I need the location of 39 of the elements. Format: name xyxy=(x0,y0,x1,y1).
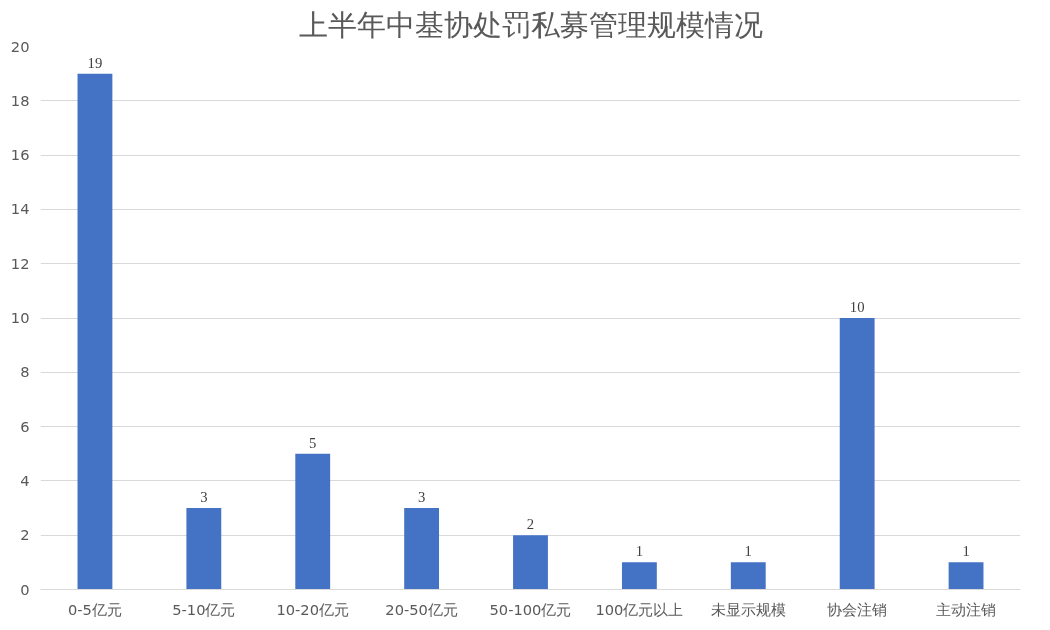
y-tick-label: 0 xyxy=(20,580,30,598)
y-tick-label: 16 xyxy=(10,146,30,164)
chart-title: 上半年中基协处罚私募管理规模情况 xyxy=(298,7,763,42)
bar xyxy=(186,508,222,590)
data-label: 1 xyxy=(962,543,970,560)
y-tick-label: 14 xyxy=(10,200,30,218)
data-label: 1 xyxy=(635,543,644,560)
y-tick-label: 4 xyxy=(20,471,30,489)
data-label: 2 xyxy=(526,516,535,533)
bar xyxy=(948,562,984,590)
bar xyxy=(77,73,113,590)
data-label: 1 xyxy=(744,543,752,560)
x-tick-label: 5-10亿元 xyxy=(172,600,236,618)
y-tick-label: 6 xyxy=(20,417,30,435)
x-tick-label: 协会注销 xyxy=(827,600,888,618)
bar xyxy=(404,508,440,590)
y-tick-label: 18 xyxy=(10,91,30,109)
y-tick-label: 10 xyxy=(10,309,30,326)
data-label: 10 xyxy=(849,299,865,315)
x-tick-label: 10-20亿元 xyxy=(276,600,350,618)
data-label: 5 xyxy=(309,434,317,451)
x-tick-label: 50-100亿元 xyxy=(489,600,572,618)
bar xyxy=(513,535,548,590)
x-tick-label: 0-5亿元 xyxy=(67,600,122,618)
x-tick-label: 20-50亿元 xyxy=(385,600,458,618)
y-tick-label: 8 xyxy=(20,363,30,381)
y-tick-label: 2 xyxy=(20,526,30,544)
x-tick-label: 100亿元以上 xyxy=(595,600,684,618)
data-label: 19 xyxy=(87,54,103,71)
x-tick-label: 未显示规模 xyxy=(710,600,786,618)
x-tick-label: 主动注销 xyxy=(936,600,997,618)
y-tick-label: 20 xyxy=(10,37,30,55)
data-label: 3 xyxy=(417,489,426,506)
bar xyxy=(295,453,331,590)
bar xyxy=(839,318,875,590)
bar xyxy=(730,562,766,590)
y-tick-label: 12 xyxy=(10,254,30,272)
bar xyxy=(621,562,657,590)
data-label: 3 xyxy=(200,489,208,506)
